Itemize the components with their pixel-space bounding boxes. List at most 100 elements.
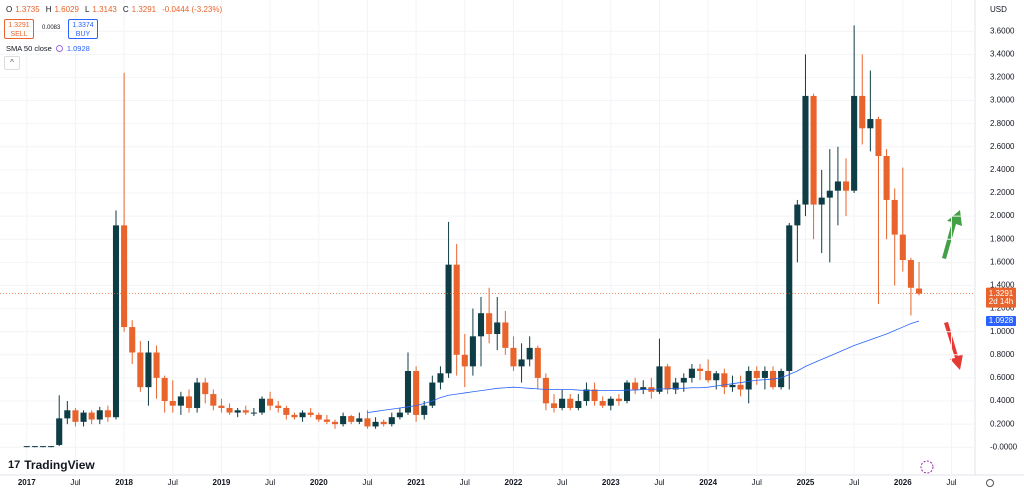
sell-button[interactable]: 1.3291 SELL xyxy=(4,19,34,39)
candle-body xyxy=(364,418,371,427)
candle-body xyxy=(818,197,825,205)
up-arrow xyxy=(942,210,962,259)
sell-price: 1.3291 xyxy=(8,22,30,29)
candle-body xyxy=(591,389,598,402)
candle-body xyxy=(834,181,841,191)
candle-body xyxy=(348,416,355,422)
collapse-button[interactable]: ^ xyxy=(4,56,20,70)
x-tick-label: Jul xyxy=(265,478,275,487)
ohlc-value: 1.3143 xyxy=(92,5,117,14)
buy-button[interactable]: 1.3374 BUY xyxy=(68,19,98,39)
candle-body xyxy=(129,327,136,353)
candle-body xyxy=(729,384,736,388)
countdown: 2d 14h xyxy=(989,297,1013,306)
candle-body xyxy=(380,421,387,425)
y-tick-label: 1.4000 xyxy=(990,281,1015,290)
candle-body xyxy=(883,156,890,200)
ohlc-label: O xyxy=(6,5,13,14)
candle-body xyxy=(477,313,485,337)
sell-label: SELL xyxy=(10,31,28,38)
candle-body xyxy=(583,389,590,402)
candle-body xyxy=(761,370,768,378)
y-tick-label: 1.2000 xyxy=(990,304,1015,313)
candle-body xyxy=(542,377,549,404)
candle-body xyxy=(72,410,79,422)
candle-body xyxy=(48,446,55,448)
candle-body xyxy=(851,95,858,191)
candle-body xyxy=(396,412,403,418)
candle-body xyxy=(388,417,395,425)
candle-body xyxy=(526,347,533,360)
brand-name: TradingView xyxy=(24,458,95,472)
candle-body xyxy=(275,405,282,408)
sma-label: 1.0928 xyxy=(989,316,1014,325)
candle-body xyxy=(705,370,712,381)
y-tick-label: -0.0000 xyxy=(990,442,1018,451)
x-tick-label: Jul xyxy=(70,478,80,487)
candle-body xyxy=(599,401,606,406)
candle-body xyxy=(737,384,744,390)
x-tick-label: 2022 xyxy=(505,478,523,487)
x-tick-label: Jul xyxy=(752,478,762,487)
candle-body xyxy=(331,421,339,425)
buy-price: 1.3374 xyxy=(72,22,94,29)
candle-body xyxy=(177,396,184,406)
y-tick-label: 3.2000 xyxy=(990,73,1015,82)
y-tick-label: 2.2000 xyxy=(990,188,1015,197)
candle-body xyxy=(445,264,452,374)
candle-body xyxy=(802,95,809,205)
ohlc-legend: O 1.3735 H 1.6029 L 1.3143 C 1.3291 -0.0444 … xyxy=(6,5,225,14)
candle-body xyxy=(745,370,752,390)
x-tick-label: Jul xyxy=(362,478,372,487)
candle-body xyxy=(559,398,566,408)
candle-body xyxy=(39,446,47,448)
y-tick-label: 2.4000 xyxy=(990,165,1015,174)
candle-body xyxy=(64,410,71,419)
candle-body xyxy=(680,377,687,383)
x-tick-label: Jul xyxy=(168,478,178,487)
y-tick-label: 0.4000 xyxy=(990,396,1015,405)
candle-body xyxy=(753,370,760,378)
buy-label: BUY xyxy=(75,31,91,38)
x-tick-label: 2023 xyxy=(602,478,620,487)
candle-body xyxy=(640,387,647,390)
y-tick-label: 3.6000 xyxy=(990,26,1015,35)
candle-body xyxy=(291,414,298,418)
brand: 17 TradingView xyxy=(8,458,95,472)
candle-body xyxy=(891,199,898,235)
candle-body xyxy=(340,416,347,425)
x-tick-label: Jul xyxy=(946,478,956,487)
candle-body xyxy=(567,398,574,408)
candle-body xyxy=(161,377,168,402)
indicator-icon[interactable] xyxy=(55,45,63,52)
candle-body xyxy=(688,368,695,378)
x-tick-label: 2024 xyxy=(699,478,717,487)
candle-body xyxy=(502,322,509,348)
candle-body xyxy=(356,418,363,422)
candle-body xyxy=(258,398,266,413)
candle-body xyxy=(299,412,306,418)
candle-body xyxy=(453,264,460,355)
settings-icon[interactable] xyxy=(986,479,994,487)
candle-body xyxy=(575,401,582,408)
candle-body xyxy=(518,359,525,367)
y-tick-label: 3.0000 xyxy=(990,96,1015,105)
candle-body xyxy=(826,190,833,198)
candle-body xyxy=(778,370,785,388)
candle-body xyxy=(202,382,209,395)
candle-body xyxy=(623,382,631,402)
candle-body xyxy=(534,347,541,378)
candle-body xyxy=(632,382,639,390)
candle-body xyxy=(210,394,217,406)
replay-icon[interactable] xyxy=(920,460,934,474)
candle-body xyxy=(510,347,517,367)
candle-body xyxy=(421,405,428,415)
y-tick-label: 0.8000 xyxy=(990,350,1015,359)
candle-body xyxy=(907,260,914,288)
x-tick-label: 2017 xyxy=(18,478,36,487)
y-tick-label: 2.8000 xyxy=(990,119,1015,128)
ohlc-value: 1.6029 xyxy=(54,5,79,14)
price-label-box xyxy=(986,287,1016,308)
candle-body xyxy=(786,225,793,371)
